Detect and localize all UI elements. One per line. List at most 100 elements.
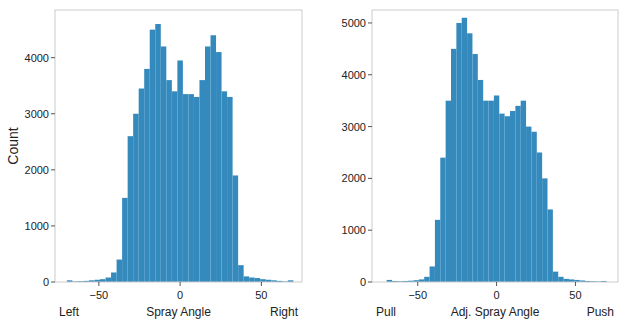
histogram-bar bbox=[478, 80, 483, 282]
x-tick-label: −50 bbox=[90, 289, 109, 301]
y-tick bbox=[51, 282, 55, 283]
histogram-bar bbox=[194, 97, 200, 282]
x-tick bbox=[261, 282, 262, 286]
histogram-bar bbox=[183, 94, 189, 282]
histogram-bar bbox=[489, 101, 494, 282]
y-tick bbox=[368, 230, 372, 231]
plot-frame bbox=[55, 10, 302, 282]
histogram-bar bbox=[177, 60, 183, 282]
histogram-bar bbox=[133, 114, 139, 282]
annotation: Right bbox=[270, 305, 299, 319]
x-tick-label: −50 bbox=[408, 289, 427, 301]
y-tick bbox=[51, 225, 55, 226]
histogram-bar bbox=[238, 265, 244, 282]
y-tick bbox=[51, 113, 55, 114]
histogram-bar bbox=[548, 209, 553, 282]
histogram-bar bbox=[510, 111, 515, 282]
y-tick bbox=[368, 22, 372, 23]
histogram-bar bbox=[446, 101, 451, 282]
histogram-bar bbox=[216, 52, 222, 282]
histogram-bar bbox=[467, 33, 472, 282]
histogram-bar bbox=[430, 266, 435, 282]
y-axis-label: Count bbox=[5, 127, 21, 164]
histogram-bar bbox=[128, 136, 134, 282]
y-tick-label: 1000 bbox=[25, 220, 49, 232]
histogram-bar bbox=[227, 97, 233, 282]
x-tick bbox=[496, 282, 497, 286]
histogram-bar bbox=[244, 276, 250, 282]
histogram-bar bbox=[255, 278, 261, 282]
histogram-bar bbox=[211, 35, 217, 282]
histogram-bar bbox=[155, 24, 161, 282]
y-tick bbox=[51, 57, 55, 58]
histogram-bar bbox=[161, 46, 167, 282]
histogram-bar bbox=[222, 91, 228, 282]
x-tick bbox=[575, 282, 576, 286]
y-tick-label: 2000 bbox=[342, 172, 366, 184]
x-tick bbox=[98, 282, 99, 286]
y-tick-label: 4000 bbox=[342, 69, 366, 81]
y-tick-label: 5000 bbox=[342, 17, 366, 29]
y-tick bbox=[368, 74, 372, 75]
histogram-bar bbox=[199, 80, 205, 282]
x-tick-label: 0 bbox=[494, 289, 500, 301]
histogram-bar bbox=[526, 127, 531, 282]
histogram-bar bbox=[150, 30, 156, 282]
histogram-bar bbox=[494, 95, 499, 282]
histogram-bar bbox=[166, 80, 172, 282]
histogram-bar bbox=[505, 116, 510, 282]
y-tick bbox=[51, 169, 55, 170]
bars bbox=[67, 24, 294, 282]
x-axis-label: Adj. Spray Angle bbox=[451, 305, 540, 319]
histogram-bar bbox=[515, 106, 520, 282]
annotation: Pull bbox=[376, 305, 396, 319]
y-tick-label: 0 bbox=[43, 276, 49, 288]
x-tick bbox=[417, 282, 418, 286]
x-tick-label: 50 bbox=[569, 289, 581, 301]
histogram-bar bbox=[233, 175, 239, 282]
histogram-bar bbox=[188, 94, 194, 282]
y-tick bbox=[368, 126, 372, 127]
y-tick-label: 2000 bbox=[25, 164, 49, 176]
histogram-bar bbox=[172, 91, 178, 282]
histogram-bar bbox=[472, 54, 477, 282]
histogram-bar bbox=[499, 114, 504, 282]
figure: −5005001000200030004000Spray AngleCountL… bbox=[0, 0, 627, 325]
histogram-bar bbox=[558, 277, 563, 282]
histogram-bar bbox=[456, 23, 461, 282]
histogram-bar bbox=[205, 46, 211, 282]
histogram-bar bbox=[249, 278, 255, 282]
histogram-bar bbox=[117, 260, 123, 282]
histogram-bar bbox=[531, 132, 536, 282]
plot-frame bbox=[372, 10, 618, 282]
annotation: Push bbox=[587, 305, 614, 319]
x-axis-label: Spray Angle bbox=[146, 305, 211, 319]
y-tick-label: 0 bbox=[360, 276, 366, 288]
chart: −5005001000200030004000Spray AngleCountL… bbox=[5, 10, 302, 319]
histogram-bar bbox=[144, 69, 150, 282]
y-tick bbox=[368, 282, 372, 283]
y-tick-label: 3000 bbox=[342, 121, 366, 133]
histogram-bar bbox=[462, 18, 467, 282]
histogram-bar bbox=[451, 49, 456, 282]
x-tick-label: 50 bbox=[255, 289, 267, 301]
histogram-bar bbox=[111, 272, 117, 282]
histogram-bar bbox=[106, 278, 112, 282]
x-tick-label: 0 bbox=[177, 289, 183, 301]
annotation: Left bbox=[59, 305, 80, 319]
histogram-bar bbox=[537, 152, 542, 282]
y-tick bbox=[368, 178, 372, 179]
bars bbox=[387, 18, 607, 282]
y-tick-label: 4000 bbox=[25, 52, 49, 64]
chart: −50050010002000300040005000Adj. Spray An… bbox=[342, 10, 618, 319]
histogram-bar bbox=[553, 272, 558, 282]
histogram-bar bbox=[424, 277, 429, 282]
histogram-bar bbox=[440, 158, 445, 282]
histogram-bar bbox=[435, 220, 440, 282]
histogram-bar bbox=[521, 101, 526, 282]
x-tick bbox=[180, 282, 181, 286]
y-tick-label: 1000 bbox=[342, 224, 366, 236]
histogram-bar bbox=[483, 101, 488, 282]
y-tick-label: 3000 bbox=[25, 108, 49, 120]
histogram-bar bbox=[139, 89, 145, 282]
